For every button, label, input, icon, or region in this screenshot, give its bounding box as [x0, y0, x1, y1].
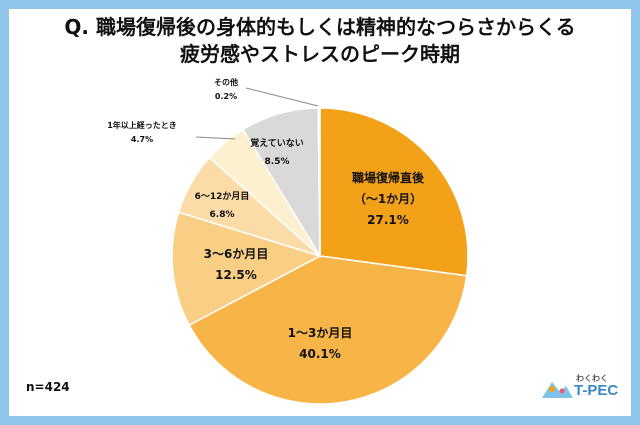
slice-value-7: 0.2%: [215, 92, 237, 101]
pie-slice-2: [188, 255, 468, 405]
slice-label-7: その他: [214, 77, 238, 87]
slice-label-2: 1〜3か月目: [288, 326, 353, 340]
slice-label-4: 6〜12か月目: [195, 191, 250, 202]
slice-value-3: 12.5%: [215, 268, 257, 282]
logo-small-text: わくわく: [576, 374, 608, 383]
slice-label-1: 職場復帰直後: [352, 170, 425, 185]
title-line-2: 疲労感やストレスのピーク時期: [180, 42, 460, 66]
slice-label-6: 覚えていない: [250, 137, 304, 149]
slice-value-2: 40.1%: [299, 347, 341, 361]
chart-title: Q. 職場復帰後の身体的もしくは精神的なつらさからくる 疲労感やストレスのピーク…: [0, 14, 640, 68]
logo-main-text: T-PEC: [574, 382, 619, 399]
pie-slice-1: [319, 107, 469, 277]
pie-slice-7: [317, 107, 321, 257]
slice-value-1: 27.1%: [367, 213, 409, 227]
sample-size-note: n=424: [26, 380, 70, 394]
leader-line-5: [195, 136, 236, 140]
title-line-1: Q. 職場復帰後の身体的もしくは精神的なつらさからくる: [64, 15, 576, 39]
slice-label-3: 3〜6か月目: [204, 247, 269, 261]
pie-slice-3: [171, 211, 322, 327]
slice-label2-1: （〜1か月）: [354, 191, 422, 206]
slice-value-4: 6.8%: [210, 210, 235, 220]
logo-mark-icon: [542, 382, 573, 398]
slice-value-5: 4.7%: [131, 135, 153, 144]
slice-label-5: 1年以上経ったとき: [107, 120, 177, 130]
slice-value-6: 8.5%: [265, 157, 290, 167]
tpec-logo: わくわく T-PEC: [540, 372, 636, 404]
leader-line-7: [245, 87, 319, 107]
